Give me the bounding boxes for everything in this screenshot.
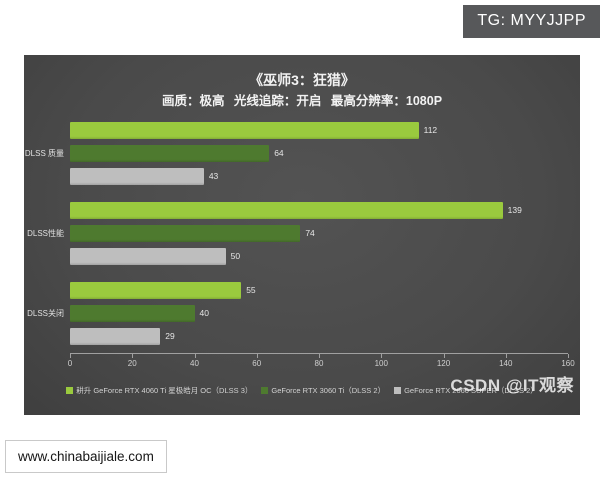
x-axis-tick: [443, 354, 445, 358]
x-axis-tick-label: 160: [561, 359, 575, 368]
bar-row: 40: [70, 305, 568, 322]
x-axis-tick: [568, 354, 569, 358]
x-axis-line: [70, 353, 568, 354]
bar-value-label: 64: [274, 148, 284, 158]
x-axis-tick-label: 20: [127, 359, 137, 368]
bar-value-label: 29: [165, 331, 175, 341]
bar-value-label: 74: [305, 228, 315, 238]
bar: [70, 225, 301, 242]
bar: [70, 168, 204, 185]
x-axis-tick-label: 100: [374, 359, 388, 368]
x-axis-tick: [70, 354, 71, 358]
legend-swatch: [394, 387, 402, 394]
legend-label: 耕升 GeForce RTX 4060 Ti 星极皓月 OC（DLSS 3）: [76, 386, 253, 395]
x-axis-tick: [132, 354, 134, 358]
bar: [70, 305, 195, 322]
benchmark-chart-panel: 《巫师3：狂猎》 画质：极高 光线追踪：开启 最高分辨率：1080P DLSS …: [24, 55, 580, 415]
x-axis-tick-label: 40: [190, 359, 199, 368]
bar-row: 43: [70, 168, 568, 185]
bar-row: 112: [70, 122, 568, 139]
legend-item: GeForce RTX 3060 Ti（DLSS 2）: [261, 385, 385, 396]
legend-item: GeForce RTX 2060 SUPER（DLSS 2）: [394, 385, 538, 396]
bar-value-label: 139: [507, 205, 522, 215]
legend-label: GeForce RTX 2060 SUPER（DLSS 2）: [404, 386, 538, 395]
bar-row: 64: [70, 145, 568, 162]
x-axis-tick-label: 140: [499, 359, 513, 368]
category-label: DLSS关闭: [27, 309, 64, 318]
category-label: DLSS 质量: [24, 149, 64, 158]
x-axis-tick: [319, 354, 320, 358]
x-axis-tick-label: 0: [67, 359, 73, 368]
legend-swatch: [261, 387, 269, 394]
x-axis-tick: [256, 354, 258, 358]
bar-value-label: 112: [423, 125, 438, 135]
csdn-watermark: CSDN @IT观察: [450, 376, 574, 395]
bar: [70, 145, 270, 162]
bar-row: 139: [70, 202, 568, 219]
tg-contact-badge: TG: MYYJJPP: [463, 5, 600, 38]
category-label: DLSS性能: [27, 229, 64, 238]
x-axis-tick-label: 80: [314, 359, 324, 368]
bar: [70, 202, 503, 219]
bar-row: 50: [70, 248, 568, 265]
bar: [70, 328, 161, 345]
bar: [70, 282, 242, 299]
bar-row: 55: [70, 282, 568, 299]
bar: [70, 122, 419, 139]
x-axis-tick: [194, 354, 196, 358]
chart-title: 《巫师3：狂猎》: [249, 72, 355, 88]
bar-row: 74: [70, 225, 568, 242]
x-axis-tick: [505, 354, 507, 358]
x-axis-tick-label: 60: [252, 359, 262, 368]
website-watermark-badge: www.chinabaijiale.com: [5, 440, 167, 473]
bar: [70, 248, 226, 265]
x-axis-tick: [381, 354, 383, 358]
chart-subtitle: 画质：极高 光线追踪：开启 最高分辨率：1080P: [161, 94, 443, 108]
bar-value-label: 55: [246, 285, 256, 295]
plot-area: DLSS 质量 112 64 43 DLSS性能 139 74 50 DLSS关闭 55 40 29 0…: [25, 113, 575, 368]
legend-item: 耕升 GeForce RTX 4060 Ti 星极皓月 OC（DLSS 3）: [66, 385, 252, 396]
bar-value-label: 50: [230, 251, 241, 261]
legend-label: GeForce RTX 3060 Ti（DLSS 2）: [271, 386, 386, 395]
bar-value-label: 40: [199, 308, 209, 318]
x-axis-tick-label: 120: [436, 359, 451, 368]
chart-legend: 耕升 GeForce RTX 4060 Ti 星极皓月 OC（DLSS 3） Ge…: [24, 385, 580, 396]
bar-value-label: 43: [208, 171, 219, 181]
bar-row: 29: [70, 328, 568, 345]
legend-swatch: [66, 387, 74, 394]
